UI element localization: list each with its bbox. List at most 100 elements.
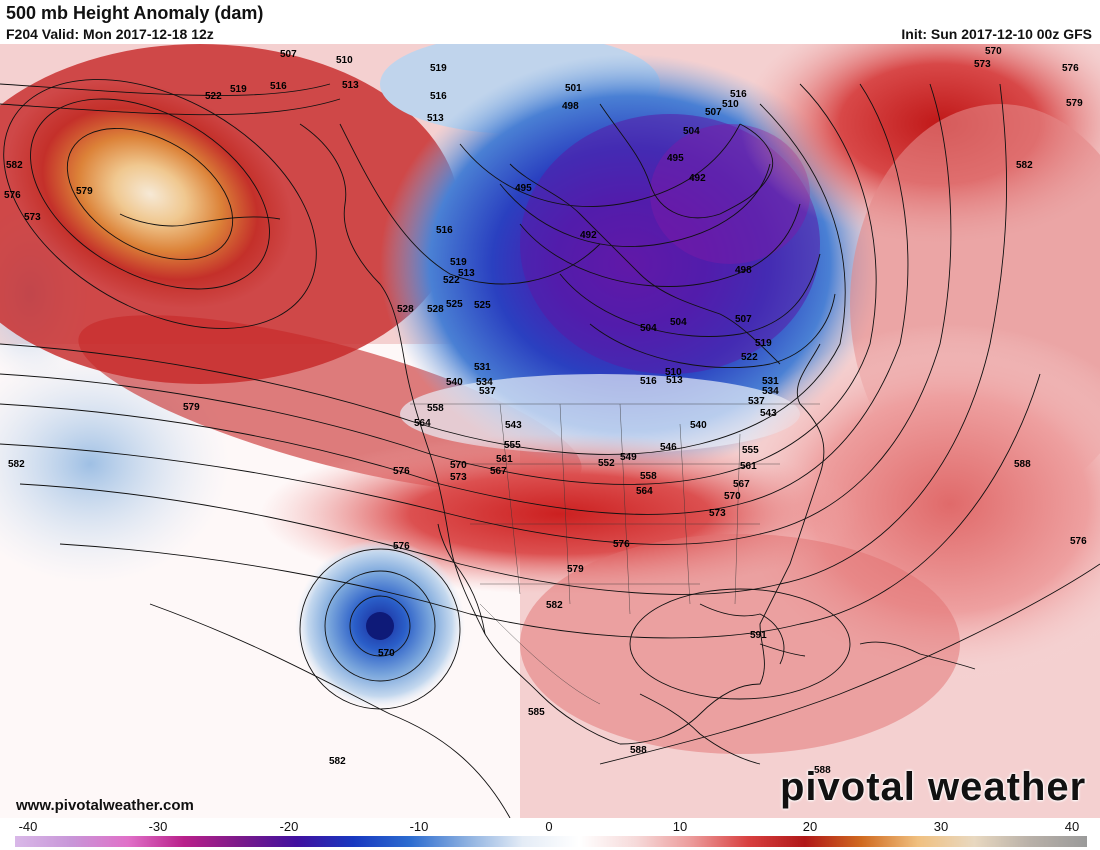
colorbar-tick-label: 20 (802, 819, 818, 834)
contour-label: 579 (76, 186, 93, 197)
contour-label: 522 (205, 91, 222, 102)
cutoff-contours (299, 548, 461, 710)
contour-label: 498 (735, 265, 752, 276)
contour-label: 579 (1066, 98, 1083, 109)
contour-label: 534 (476, 377, 493, 388)
contour-labels: 507 510 519 522 519 516 513 516 513 501 … (4, 46, 1087, 776)
contour-label: 552 (598, 458, 615, 469)
init-time: Init: Sun 2017-12-10 00z GFS (901, 26, 1092, 42)
contour-label: 540 (446, 377, 463, 388)
political-borders (410, 403, 820, 705)
contour-label: 510 (336, 55, 353, 66)
colorbar-tick-label: 40 (1064, 819, 1080, 834)
contour-label: 579 (183, 402, 200, 413)
contour-label: 531 (474, 362, 491, 373)
gulf-ridge (520, 534, 960, 754)
contour-label: 504 (683, 126, 700, 137)
colorbar-tick-label: -10 (409, 819, 429, 834)
contour-label: 558 (427, 403, 444, 414)
contour-label: 531 (762, 376, 779, 387)
contour-label: 588 (1014, 459, 1031, 470)
map-title: 500 mb Height Anomaly (dam) (6, 3, 264, 23)
contour-label: 513 (342, 80, 359, 91)
contour-label: 519 (430, 63, 447, 74)
contour-label: 492 (689, 173, 706, 184)
contour-label: 522 (443, 275, 460, 286)
contour-label: 513 (666, 375, 683, 386)
contour-label: 564 (636, 486, 653, 497)
contour-label: 516 (640, 376, 657, 387)
contour-label: 504 (670, 317, 687, 328)
contour-label: 582 (6, 160, 23, 171)
contour-label: 582 (1016, 160, 1033, 171)
contour-label: 549 (620, 452, 637, 463)
contour-label: 546 (660, 442, 677, 453)
contour-label: 582 (8, 459, 25, 470)
contour-label: 528 (427, 304, 444, 315)
anomaly-map: 507 510 519 522 519 516 513 516 513 501 … (0, 44, 1100, 818)
contour-label: 534 (762, 386, 779, 397)
contour-label: 510 (665, 367, 682, 378)
contour-label: 543 (505, 420, 522, 431)
contour-label: 501 (565, 83, 582, 94)
contour-label: 522 (741, 352, 758, 363)
contour-label: 528 (397, 304, 414, 315)
contour-label: 573 (450, 472, 467, 483)
contour-label: 516 (270, 81, 287, 92)
contour-label: 579 (567, 564, 584, 575)
contour-label: 507 (705, 107, 722, 118)
contour-label: 513 (458, 268, 475, 279)
contour-label: 519 (755, 338, 772, 349)
alaska-ridge-core (6, 79, 294, 309)
contour-label: 570 (450, 460, 467, 471)
contour-label: 537 (748, 396, 765, 407)
contour-label: 576 (393, 466, 410, 477)
contour-label: 576 (393, 541, 410, 552)
pivotal-weather-logo: pivotal weather (780, 765, 1087, 809)
contour-label: 495 (667, 153, 684, 164)
contour-label: 582 (546, 600, 563, 611)
contour-label: 495 (515, 183, 532, 194)
contour-label: 507 (735, 314, 752, 325)
contour-label: 585 (528, 707, 545, 718)
height-contours (0, 83, 1100, 818)
valid-time: F204 Valid: Mon 2017-12-18 12z (6, 26, 214, 42)
colorbar (15, 836, 1087, 847)
colorbar-tick-label: -30 (148, 819, 168, 834)
contour-label: 525 (474, 300, 491, 311)
contour-label: 591 (750, 630, 767, 641)
contour-label: 570 (724, 491, 741, 502)
contour-label: 576 (613, 539, 630, 550)
ridge-contours (3, 79, 851, 700)
contour-label: 519 (450, 257, 467, 268)
colorbar-labels: -40 -30 -20 -10 0 10 20 30 40 (0, 819, 1100, 835)
contour-label: 516 (430, 91, 447, 102)
cutoff-low-center (366, 612, 394, 640)
contour-label: 573 (974, 59, 991, 70)
contour-label: 492 (580, 230, 597, 241)
contour-label: 561 (740, 461, 757, 472)
contour-label: 504 (640, 323, 657, 334)
contour-label: 573 (24, 212, 41, 223)
map-svg: 507 510 519 522 519 516 513 516 513 501 … (0, 44, 1100, 818)
contour-label: 555 (504, 440, 521, 451)
colorbar-tick-label: 0 (545, 819, 553, 834)
colorbar-tick-label: 10 (672, 819, 688, 834)
contour-label: 567 (733, 479, 750, 490)
colorbar-tick-label: 30 (933, 819, 949, 834)
contour-label: 561 (496, 454, 513, 465)
contour-label: 570 (985, 46, 1002, 57)
website-label: www.pivotalweather.com (16, 797, 194, 814)
contour-label: 543 (760, 408, 777, 419)
contour-label: 498 (562, 101, 579, 112)
trough-edge (400, 374, 800, 454)
contour-label: 555 (742, 445, 759, 456)
contour-label: 516 (436, 225, 453, 236)
contour-label: 573 (709, 508, 726, 519)
contour-label: 516 (730, 89, 747, 100)
contour-label: 525 (446, 299, 463, 310)
contour-label: 519 (230, 84, 247, 95)
contour-label: 570 (378, 648, 395, 659)
contour-label: 567 (490, 466, 507, 477)
contour-label: 576 (1070, 536, 1087, 547)
